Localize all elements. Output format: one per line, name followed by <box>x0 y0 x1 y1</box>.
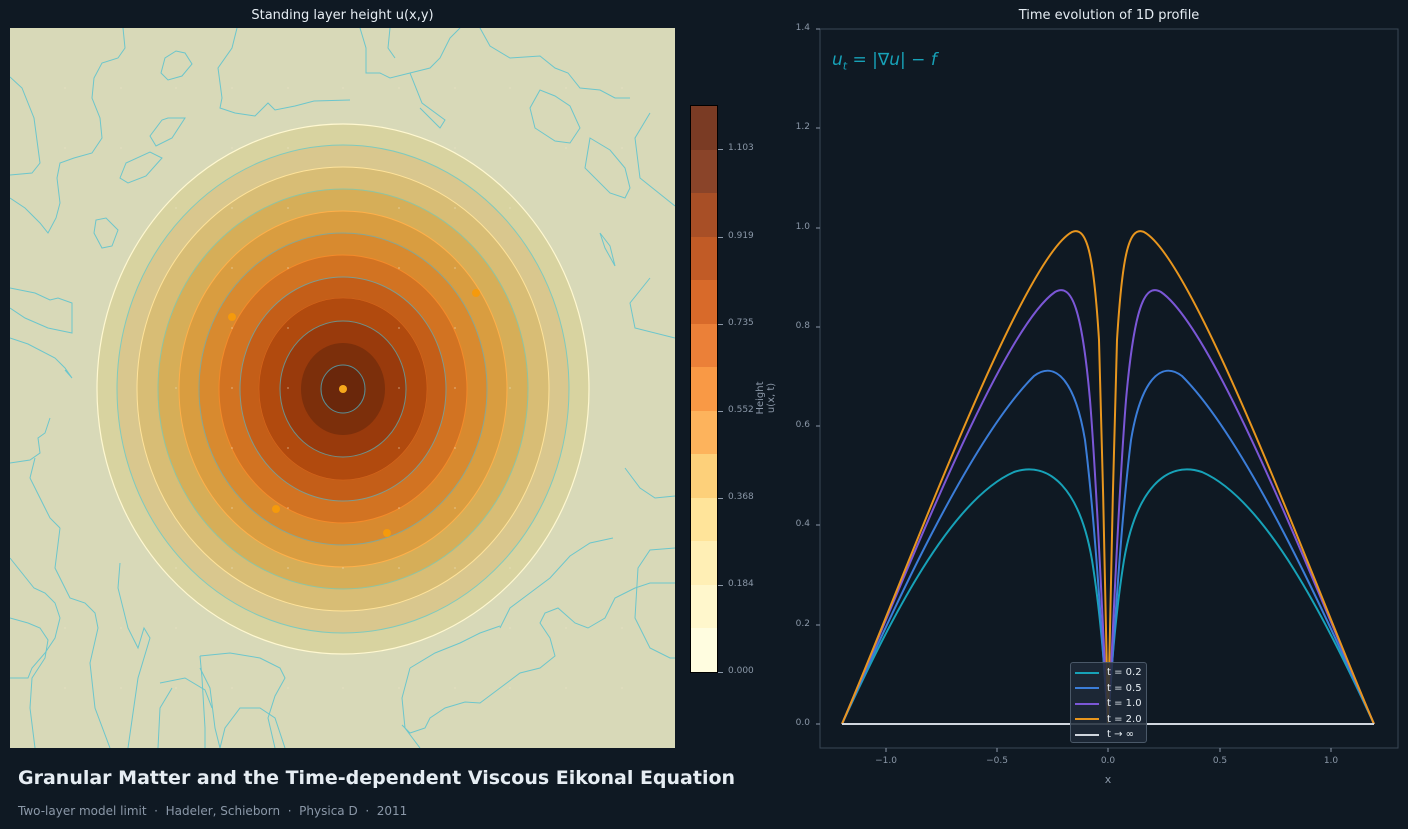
equation-rest: = |∇u| − f <box>847 50 937 70</box>
legend-item: t = 0.2 <box>1075 665 1142 681</box>
equation-subscript: t <box>842 59 848 73</box>
legend-label: t = 0.2 <box>1107 667 1142 679</box>
figure-title: Granular Matter and the Time-dependent V… <box>18 767 736 789</box>
legend-swatch <box>1075 702 1099 705</box>
legend-item: t = 0.5 <box>1075 681 1142 697</box>
legend-swatch <box>1075 733 1099 736</box>
equation-u: u <box>832 50 843 70</box>
colorbar-band <box>691 323 717 368</box>
legend-label: t = 0.5 <box>1107 682 1142 694</box>
colorbar-band <box>691 410 717 455</box>
colorbar-band <box>691 193 717 237</box>
y-tick: 0.6 <box>795 420 810 430</box>
colorbar-band <box>691 106 717 150</box>
colorbar-band <box>691 541 717 585</box>
y-tick: 0.2 <box>795 619 810 629</box>
legend-item: t = 2.0 <box>1075 712 1142 728</box>
x-tick: 1.0 <box>1323 756 1339 766</box>
center-marker <box>339 385 347 393</box>
x-axis-label: x <box>1104 773 1112 786</box>
scatter-point <box>383 529 391 537</box>
legend: t = 0.2 t = 0.5 t = 1.0 t = 2.0 t → ∞ <box>1070 662 1147 743</box>
colorbar-band <box>691 584 717 629</box>
line-chart-title: Time evolution of 1D profile <box>1018 8 1200 23</box>
y-tick: 1.4 <box>795 23 810 33</box>
y-tick: 1.2 <box>795 122 810 132</box>
legend-label: t = 1.0 <box>1107 698 1142 710</box>
colorbar-tick: 1.103 <box>728 143 754 153</box>
scatter-point <box>228 313 236 321</box>
x-tick: −1.0 <box>875 756 897 766</box>
colorbar-tick: 0.368 <box>728 492 754 502</box>
line-chart <box>816 28 1399 752</box>
colorbar-tick: 0.735 <box>728 318 754 328</box>
grid-dots <box>64 87 623 689</box>
legend-item: t → ∞ <box>1075 727 1142 743</box>
x-axis-ticks <box>885 748 1332 752</box>
colorbar <box>690 105 718 673</box>
colorbar-label-line1: Height <box>755 381 766 415</box>
y-tick: 0.8 <box>795 321 810 331</box>
colorbar-band <box>691 497 717 542</box>
figure-subtitle: Two-layer model limit · Hadeler, Schiebo… <box>18 804 408 818</box>
equation-annotation: ut = |∇u| − f <box>832 50 937 72</box>
colorbar-label-line2: u(x, t) <box>766 382 777 414</box>
scatter-point <box>272 505 280 513</box>
plot-area <box>819 28 1399 749</box>
colorbar-tick: 0.919 <box>728 231 754 241</box>
colorbar-band <box>691 280 717 324</box>
legend-label: t = 2.0 <box>1107 713 1142 725</box>
colorbar-band <box>691 367 717 411</box>
legend-swatch <box>1075 671 1099 674</box>
x-tick: 0.0 <box>1100 756 1116 766</box>
y-tick: 0.0 <box>795 718 810 728</box>
x-tick: −0.5 <box>986 756 1008 766</box>
legend-item: t = 1.0 <box>1075 696 1142 712</box>
heatmap-plot <box>10 28 675 748</box>
colorbar-tick: 0.552 <box>728 405 754 415</box>
scatter-markers <box>228 289 480 537</box>
colorbar-tick: 0.184 <box>728 579 754 589</box>
y-axis-ticks <box>816 28 820 725</box>
x-tick: 0.5 <box>1212 756 1228 766</box>
colorbar-band <box>691 149 717 194</box>
y-tick: 0.4 <box>795 519 810 529</box>
y-tick: 1.0 <box>795 222 810 232</box>
scatter-point <box>472 289 480 297</box>
colorbar-band <box>691 628 717 672</box>
legend-swatch <box>1075 687 1099 690</box>
legend-swatch <box>1075 718 1099 721</box>
heatmap-title: Standing layer height u(x,y) <box>251 8 434 23</box>
colorbar-tick: 0.000 <box>728 666 754 676</box>
legend-label: t → ∞ <box>1107 729 1134 741</box>
colorbar-band <box>691 454 717 498</box>
colorbar-band <box>691 236 717 281</box>
